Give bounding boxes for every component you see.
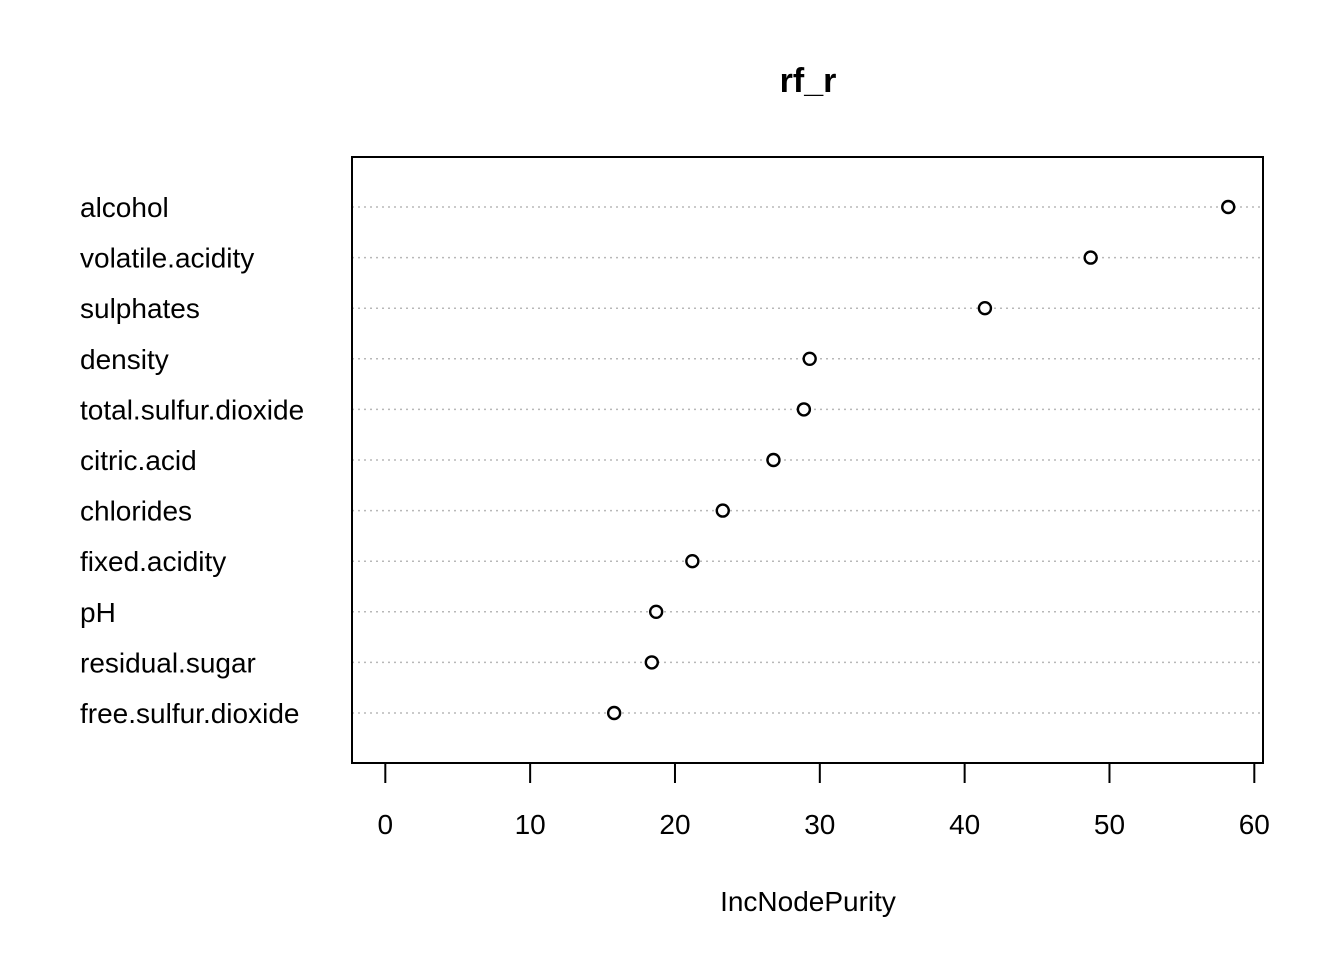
- data-point: [977, 301, 993, 316]
- data-point: [685, 554, 700, 569]
- x-axis: 0 10 20 30 40 50 60: [378, 762, 1270, 840]
- data-points: [606, 199, 1236, 721]
- x-tick-label: 20: [659, 809, 690, 840]
- category-label: density: [80, 344, 169, 375]
- category-labels: alcohol volatile.acidity sulphates density t…: [80, 192, 304, 729]
- category-label: residual.sugar: [80, 647, 256, 678]
- gridlines: [352, 206, 1263, 714]
- category-label: citric.acid: [80, 445, 197, 476]
- x-tick-label: 40: [949, 809, 980, 840]
- data-point: [766, 452, 781, 468]
- data-point: [606, 705, 622, 721]
- x-tick-label: 0: [378, 809, 394, 840]
- chart-title: rf_r: [780, 62, 837, 100]
- category-label: free.sulfur.dioxide: [80, 698, 299, 729]
- x-tick-label: 10: [515, 809, 546, 840]
- data-point: [802, 351, 817, 366]
- x-tick-label: 60: [1239, 809, 1270, 840]
- data-point: [648, 604, 664, 619]
- category-label: volatile.acidity: [80, 243, 254, 274]
- category-label: fixed.acidity: [80, 546, 226, 577]
- category-label: sulphates: [80, 293, 200, 324]
- category-label: alcohol: [80, 192, 169, 223]
- data-point: [1221, 199, 1236, 215]
- x-tick-label: 30: [804, 809, 835, 840]
- x-axis-label: IncNodePurity: [720, 886, 896, 917]
- x-tick-label: 50: [1094, 809, 1125, 840]
- data-point: [1083, 250, 1098, 265]
- category-label: chlorides: [80, 496, 192, 527]
- category-label: total.sulfur.dioxide: [80, 394, 304, 425]
- data-point: [715, 503, 730, 518]
- data-point: [796, 402, 812, 417]
- data-point: [644, 655, 660, 670]
- category-label: pH: [80, 597, 116, 628]
